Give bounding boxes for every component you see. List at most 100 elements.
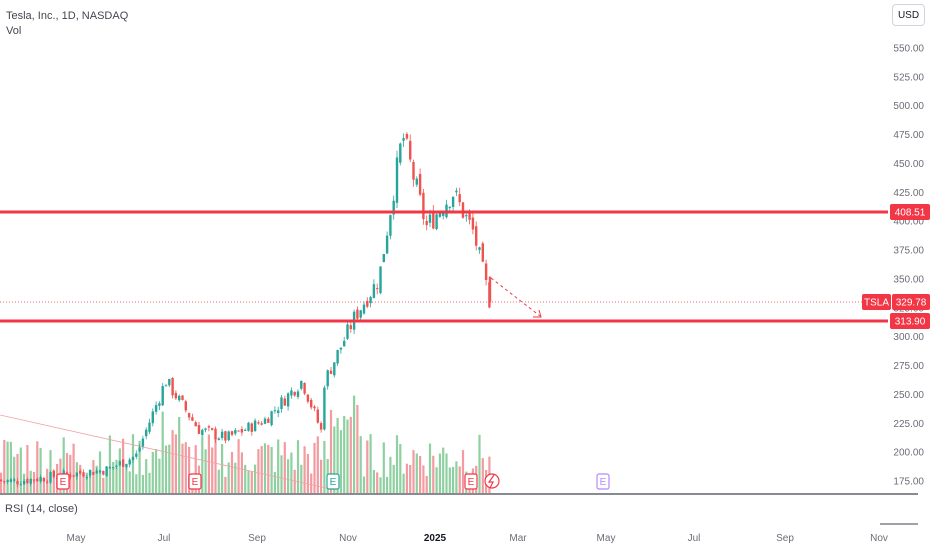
volume-bar [362, 476, 366, 493]
candle-body [313, 406, 316, 409]
volume-bar [455, 461, 458, 493]
volume-bar [419, 456, 422, 493]
volume-bar [280, 455, 283, 493]
volume-bar [300, 464, 303, 493]
volume-bar [376, 472, 379, 493]
candle-body [75, 472, 79, 477]
price-tick-label: 525.00 [893, 72, 924, 83]
candle-body [442, 213, 445, 216]
projection-arrow[interactable] [490, 277, 542, 318]
candle-body [95, 470, 98, 474]
volume-bar [6, 441, 9, 493]
candle-body [174, 392, 178, 399]
volume-bar [141, 474, 144, 493]
volume-bar [112, 462, 115, 493]
tag-price-text: 329.78 [896, 298, 927, 309]
candle-body [346, 324, 349, 339]
tag-symbol-text: TSLA [864, 298, 889, 309]
volume-bar [346, 419, 349, 493]
earnings-marker[interactable]: E [326, 473, 340, 490]
earnings-letter: E [330, 477, 337, 488]
time-tick-label: Jul [158, 533, 171, 544]
volume-bar [135, 474, 138, 493]
candle-body [26, 479, 29, 484]
volume-bar [221, 444, 224, 493]
volume-bar [108, 435, 111, 493]
currency-button[interactable]: USD [892, 4, 925, 26]
volume-bar [353, 395, 356, 493]
earnings-letter: E [60, 477, 67, 488]
volume-trendline[interactable] [0, 414, 336, 491]
earnings-letter: E [600, 477, 607, 488]
candle-body [65, 472, 69, 475]
volume-bar [131, 434, 135, 493]
candle-body [339, 347, 343, 350]
candle-body [108, 467, 112, 469]
volume-bar [3, 440, 6, 493]
rsi-label[interactable]: RSI (14, close) [5, 503, 78, 515]
candle-body [428, 214, 432, 223]
candle-body [409, 140, 412, 160]
volume-bar [435, 467, 438, 493]
candle-body [3, 481, 6, 483]
symbol-title[interactable]: Tesla, Inc., 1D, NASDAQ [6, 10, 129, 22]
candle-body [455, 190, 458, 193]
candle-body [36, 478, 39, 482]
candle-body [405, 133, 409, 139]
candle-body [121, 459, 125, 467]
candle-body [224, 431, 227, 441]
candle-body [148, 422, 151, 432]
dividend-icon[interactable] [484, 473, 500, 489]
volume-bar [277, 439, 280, 493]
candle-body [234, 430, 237, 434]
candle-body [115, 465, 118, 467]
candle-body [145, 429, 148, 437]
candle-body [415, 178, 418, 185]
candle-body [296, 391, 300, 397]
time-tick-label: 2025 [424, 533, 447, 544]
candle-body [376, 288, 379, 290]
volume-bar [234, 462, 237, 493]
price-axis[interactable]: 550.00 525.00 500.00 475.00 450.00 425.00 400.… [893, 44, 924, 488]
volume-bar [16, 453, 19, 493]
candle-body [32, 479, 36, 481]
volume-label[interactable]: Vol [6, 25, 22, 37]
candle-body [237, 430, 240, 432]
price-tick-label: 200.00 [893, 448, 924, 459]
candle-body [201, 429, 204, 436]
volume-bar [125, 468, 128, 493]
candle-body [204, 428, 207, 430]
volume-bar [422, 465, 425, 493]
volume-bar [204, 449, 207, 493]
volume-bar [118, 448, 121, 493]
volume-bar [62, 437, 65, 493]
volume-bar [92, 460, 95, 493]
candle-body [323, 387, 326, 430]
price-tick-label: 425.00 [893, 188, 924, 199]
volume-bar [13, 456, 16, 493]
earnings-marker[interactable]: E [56, 473, 70, 490]
candle-body [187, 413, 191, 418]
earnings-marker[interactable]: E [596, 473, 610, 490]
volume-bar [382, 442, 385, 493]
candle-body [422, 192, 425, 220]
time-axis[interactable]: May Jul Sep Nov 2025 Mar May Jul Sep Nov [67, 533, 888, 544]
volume-bar [270, 446, 273, 493]
candle-body [481, 243, 484, 262]
earnings-marker[interactable]: E [464, 473, 478, 490]
volume-bar [442, 447, 445, 493]
earnings-marker[interactable]: E [188, 473, 202, 490]
volume-bar [386, 476, 389, 493]
candle-body [283, 398, 286, 406]
volume-bar [161, 411, 164, 493]
candle-body [135, 453, 138, 457]
volume-bar [412, 450, 415, 493]
candle-body [128, 459, 131, 465]
volume-bar [72, 443, 75, 493]
volume-bar [343, 416, 346, 493]
volume-bar [79, 464, 82, 493]
volume-bar [115, 459, 118, 493]
price-tick-label: 225.00 [893, 419, 924, 430]
candle-body-last [488, 276, 492, 303]
